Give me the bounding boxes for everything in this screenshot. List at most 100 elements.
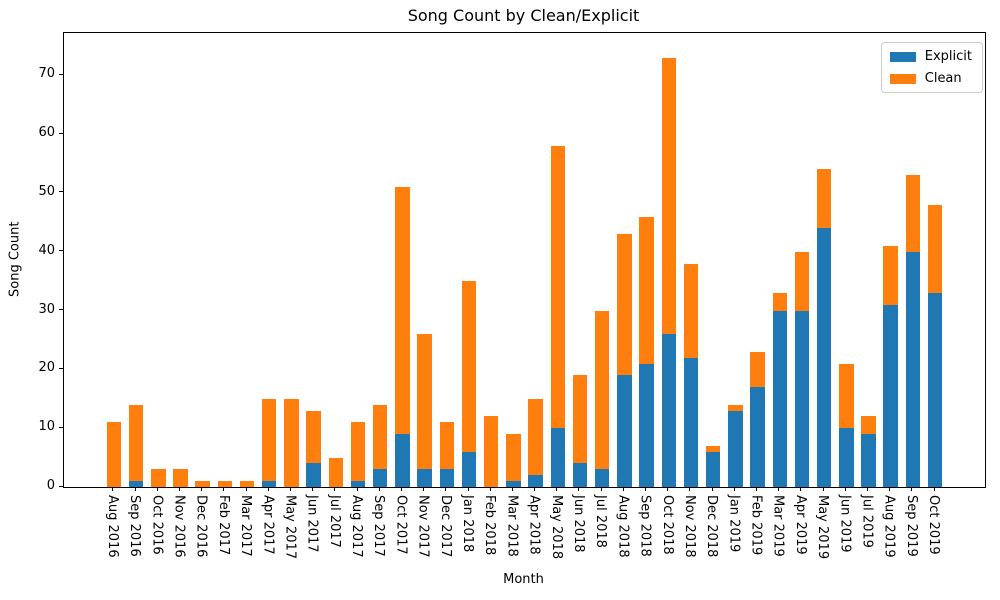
bar-segment-clean-sep-2017 xyxy=(373,404,388,470)
x-tick-label: Feb 2019 xyxy=(748,495,764,556)
bar-segment-clean-oct-2019 xyxy=(927,204,943,293)
x-tick-mark xyxy=(911,487,913,491)
bar-segment-clean-jan-2018 xyxy=(461,281,477,452)
bar-segment-clean-nov-2017 xyxy=(417,334,432,470)
x-tick-mark xyxy=(489,487,491,491)
x-tick-label: Sep 2017 xyxy=(371,495,387,557)
bar-segment-explicit-jun-2019 xyxy=(839,428,854,487)
y-tick-label: 70 xyxy=(38,66,55,82)
y-tick-mark xyxy=(59,309,63,311)
bar-segment-clean-aug-2019 xyxy=(883,245,898,305)
bar-segment-explicit-aug-2018 xyxy=(617,375,632,487)
bar-segment-explicit-apr-2019 xyxy=(794,310,810,487)
x-tick-label: Jan 2019 xyxy=(726,495,742,553)
x-tick-mark xyxy=(800,487,802,491)
legend-label: Explicit xyxy=(924,49,972,64)
bar-segment-clean-aug-2018 xyxy=(617,234,632,376)
bar-segment-clean-jul-2017 xyxy=(328,457,344,487)
bar-segment-explicit-nov-2017 xyxy=(417,469,432,487)
x-tick-label: Sep 2016 xyxy=(127,495,143,557)
bar-segment-clean-apr-2018 xyxy=(528,398,543,476)
bar-segment-clean-mar-2019 xyxy=(772,292,787,311)
x-tick-mark xyxy=(445,487,447,491)
x-tick-label: Feb 2018 xyxy=(482,495,498,556)
x-tick-label: Jul 2018 xyxy=(593,495,609,548)
bar-segment-explicit-dec-2018 xyxy=(705,451,721,487)
x-tick-mark xyxy=(356,487,358,491)
bar-segment-clean-sep-2018 xyxy=(639,216,654,364)
x-tick-label: Dec 2018 xyxy=(704,495,720,558)
x-tick-mark xyxy=(578,487,580,491)
x-tick-mark xyxy=(267,487,269,491)
legend-label: Clean xyxy=(924,71,962,86)
bar-segment-clean-aug-2016 xyxy=(106,422,122,487)
x-tick-label: Apr 2017 xyxy=(260,495,276,555)
bar-segment-clean-may-2019 xyxy=(816,169,832,229)
x-tick-mark xyxy=(467,487,469,491)
bar-segment-clean-sep-2019 xyxy=(905,175,921,252)
legend-entry-clean: Clean xyxy=(889,71,972,86)
x-tick-mark xyxy=(778,487,780,491)
y-tick-label: 10 xyxy=(38,419,55,435)
bar-segment-explicit-jun-2017 xyxy=(306,463,321,487)
bar-segment-clean-apr-2019 xyxy=(794,251,810,311)
bar-segment-clean-feb-2018 xyxy=(483,416,499,487)
x-tick-mark xyxy=(134,487,136,491)
x-tick-mark xyxy=(179,487,180,491)
x-tick-label: Aug 2017 xyxy=(349,495,365,558)
x-tick-mark xyxy=(689,487,691,491)
bar-segment-clean-nov-2018 xyxy=(683,263,699,358)
y-tick-mark xyxy=(59,250,63,252)
x-tick-label: Aug 2019 xyxy=(881,495,897,558)
x-tick-mark xyxy=(112,487,114,491)
x-tick-label: Jun 2018 xyxy=(570,495,586,553)
bar-segment-clean-jun-2019 xyxy=(839,363,854,429)
x-tick-label: May 2019 xyxy=(815,495,831,560)
bar-segment-explicit-may-2018 xyxy=(550,428,565,487)
y-tick-mark xyxy=(59,367,63,369)
bar-segment-explicit-apr-2018 xyxy=(528,475,543,487)
x-tick-mark xyxy=(534,487,536,491)
x-tick-mark xyxy=(156,487,158,491)
bar-segment-clean-nov-2016 xyxy=(173,469,188,487)
x-tick-mark xyxy=(312,487,314,491)
x-tick-label: Oct 2016 xyxy=(149,495,165,555)
bar-segment-clean-may-2017 xyxy=(284,398,299,487)
y-tick-label: 40 xyxy=(38,242,55,258)
bar-segment-explicit-aug-2017 xyxy=(350,481,366,487)
x-tick-label: Dec 2017 xyxy=(437,495,453,558)
x-tick-mark xyxy=(622,487,624,491)
x-tick-label: Oct 2017 xyxy=(393,495,409,555)
bar-segment-clean-jun-2018 xyxy=(572,375,588,464)
bar-segment-clean-dec-2018 xyxy=(705,445,721,452)
x-tick-mark xyxy=(645,487,647,491)
y-tick-mark xyxy=(59,426,63,428)
y-tick-mark xyxy=(59,73,63,75)
bar-segment-clean-jul-2018 xyxy=(594,310,610,470)
x-tick-label: Aug 2018 xyxy=(615,495,631,558)
x-tick-mark xyxy=(400,487,402,491)
x-tick-mark xyxy=(667,487,669,491)
bar-segment-explicit-apr-2017 xyxy=(262,481,277,487)
bar-segment-explicit-jul-2018 xyxy=(594,469,610,487)
x-tick-mark xyxy=(334,487,336,491)
x-tick-mark xyxy=(822,487,824,491)
x-tick-label: Jun 2019 xyxy=(837,495,853,553)
bar-segment-clean-jan-2019 xyxy=(728,404,743,411)
x-tick-mark xyxy=(866,487,868,491)
bar-segment-clean-feb-2017 xyxy=(217,481,233,487)
bar-segment-explicit-feb-2019 xyxy=(750,387,765,487)
x-tick-label: May 2017 xyxy=(282,495,298,560)
y-tick-mark xyxy=(59,191,63,193)
x-tick-label: Jun 2017 xyxy=(304,495,320,553)
x-tick-label: Dec 2016 xyxy=(193,495,209,558)
x-tick-label: Mar 2017 xyxy=(238,495,254,557)
x-axis-label: Month xyxy=(503,572,544,587)
x-tick-label: Nov 2017 xyxy=(415,495,431,558)
x-tick-label: Mar 2019 xyxy=(770,495,786,557)
x-tick-mark xyxy=(933,487,935,491)
bar-segment-clean-dec-2017 xyxy=(439,422,455,470)
x-tick-mark xyxy=(378,487,380,491)
y-tick-label: 30 xyxy=(38,301,55,317)
bar-segment-explicit-dec-2017 xyxy=(439,469,455,487)
